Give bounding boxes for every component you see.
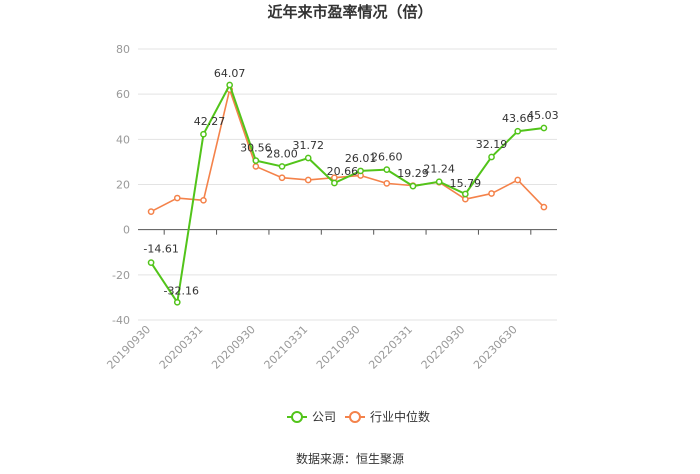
point-company [409,182,417,190]
data-label: 32.19 [476,138,508,151]
chart-title: 近年来市盈率情况（倍） [267,3,432,21]
x-tick-label: 20220331 [366,323,415,372]
data-label: -14.61 [143,243,178,256]
x-tick-label: 20230630 [471,323,520,372]
x-tick-label: 20200331 [157,323,206,372]
point-industry-median [200,196,207,204]
point-industry-median [461,195,469,203]
data-label: 28.00 [266,147,298,160]
point-company [514,127,522,135]
x-tick-label: 20210331 [262,323,311,372]
point-company [226,81,234,89]
point-company [488,153,495,161]
legend-item-industry-median[interactable]: 行业中位数 [345,409,430,424]
source-note: 数据来源：恒生聚源 [296,451,404,466]
point-company [435,178,443,186]
point-company [304,154,312,162]
x-tick-label: 20220930 [419,323,468,372]
y-tick-label: 60 [116,88,130,101]
data-label: 20.66 [327,165,359,178]
point-industry-median [147,208,155,215]
x-tick-label: 20190930 [104,323,153,372]
point-industry-median [278,174,286,182]
y-tick-label: 40 [116,133,130,146]
data-label: 30.56 [240,142,272,155]
data-label: 45.03 [527,109,559,122]
x-tick-label: 20210930 [314,323,363,372]
series-line-company [150,83,545,304]
data-label: 21.24 [423,163,455,176]
data-label: 43.60 [502,112,534,125]
y-tick-label: -20 [112,269,130,282]
data-label: 26.60 [371,151,403,164]
point-industry-median [173,194,181,202]
gridlines [138,48,557,321]
data-label: 64.07 [214,67,246,80]
y-tick-label: 80 [116,43,130,56]
y-tick-label: -40 [112,314,130,327]
data-label: 26.01 [345,152,377,165]
point-industry-median [514,176,522,184]
data-label: 19.29 [397,167,429,180]
y-tick-label: 20 [116,179,130,192]
y-tick-label: 0 [123,224,130,237]
legend-marker [291,411,303,423]
point-industry-median [252,163,260,170]
x-tick-label: 20200930 [209,323,258,372]
point-company [200,130,207,138]
point-company [461,190,469,198]
point-industry-median [488,190,495,197]
data-label: -32.16 [164,284,199,297]
y-axis-ticks: 80 60 40 20 0 -20 -40 [112,43,130,327]
point-company [383,166,391,173]
point-company [278,163,286,170]
point-company [540,124,548,132]
point-company [147,259,155,267]
point-company [331,179,338,187]
point-company [252,157,260,165]
series [147,81,548,306]
data-label: 31.72 [292,139,324,152]
legend-marker [349,411,361,423]
point-company [173,298,181,306]
data-label: 15.79 [450,177,482,190]
legend[interactable]: 公司 行业中位数 [287,409,430,424]
legend-label: 行业中位数 [370,409,430,424]
data-labels: -14.61 -32.16 42.27 64.07 30.5628.0031.7220.… [143,67,558,297]
legend-item-company[interactable]: 公司 [287,410,336,424]
data-label: 42.27 [194,115,226,128]
point-industry-median [383,180,391,187]
point-industry-median [540,203,548,211]
legend-label: 公司 [312,410,336,424]
point-company [357,167,364,175]
point-industry-median [304,176,312,184]
